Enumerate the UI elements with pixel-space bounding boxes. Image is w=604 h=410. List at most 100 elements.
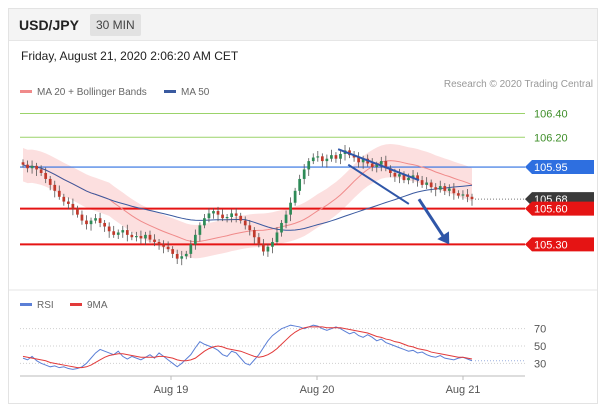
candle-body [330,155,333,159]
candle-body [125,230,129,235]
candle-body [289,202,292,215]
candle-body [293,190,297,203]
support-price-tag [525,201,594,216]
candle-body [307,161,311,170]
candle-body [193,234,197,245]
timestamp: Friday, August 21, 2020 2:06:20 AM CET [21,49,239,63]
candle-body [262,244,265,252]
candle-body [334,155,338,159]
candle-body [76,208,79,215]
x-axis-tick-label: Aug 21 [446,384,481,396]
rsi-tick-label: 30 [534,358,546,370]
candle-body [112,231,116,235]
candle-body [438,186,442,190]
candle-body [216,211,220,215]
support-level-label: 105.60 [534,204,568,216]
x-axis-tick-label: Aug 20 [300,384,335,396]
candle-body [379,161,383,165]
legend-ma9-label: 9MA [87,300,108,311]
candle-body [57,190,61,197]
candle-body [402,174,406,181]
candle-body [434,187,438,190]
candle-body [135,236,138,238]
candle-body [107,226,111,232]
candle-body [207,213,211,219]
candle-body [398,174,401,177]
rsi-9ma-line [22,326,473,369]
channel-lower-line [347,163,410,205]
candle-body [212,211,215,214]
candle-body [461,194,465,196]
ma20-swatch [20,89,32,93]
rsi-line [22,324,473,370]
symbol-title: USD/JPY [19,17,79,33]
candle-body [130,234,134,238]
candle-body [35,165,38,170]
candle-body [271,241,274,247]
candle-body [175,253,179,259]
candle-body [189,244,193,254]
channel-upper-line [337,148,420,182]
candle-body [198,225,202,235]
timeframe-badge[interactable]: 30 MIN [90,14,141,36]
ma50-line [22,164,473,231]
candle-body [180,256,184,259]
credit-text: Research © 2020 Trading Central [443,79,593,90]
candle-body [171,249,175,254]
candle-body [311,157,315,162]
candle-body [89,220,93,225]
candle-body [144,234,147,239]
candle-body [85,220,88,225]
candle-body [243,220,247,226]
candle-body [361,158,365,163]
candle-body [393,172,397,177]
candle-body [162,244,165,247]
candle-body [252,230,256,238]
candle-body [375,164,379,168]
candle-body [203,218,206,226]
candle-body [457,193,460,196]
candle-body [452,188,456,194]
candle-body [239,215,243,221]
legend-ma20-label: MA 20 + Bollinger Bands [37,87,147,98]
candle-body [30,165,34,169]
pivot-level-label: 105.95 [534,162,568,174]
candle-body [62,196,66,202]
candle-body [139,236,143,239]
legend-ma20-bollinger: MA 20 + Bollinger Bands [20,87,147,98]
target-level-label: 106.40 [534,109,568,121]
candle-body [320,156,324,162]
ma9-swatch [70,302,82,306]
candle-body [234,213,238,216]
candle-body [266,246,270,252]
candle-body [257,237,261,245]
candle-body [166,246,170,250]
candle-body [184,253,188,257]
candle-body [302,169,306,179]
candle-body [39,169,43,173]
candle-body [298,178,302,191]
candle-body [411,175,415,178]
candle-body [280,222,283,233]
support-level-label: 105.30 [534,239,568,251]
forecast-arrow-shaft [417,198,445,238]
candle-body [121,230,125,233]
candle-body [26,164,29,169]
x-axis-tick-label: Aug 19 [154,384,189,396]
candle-body [94,218,97,221]
candle-body [53,184,57,191]
candle-body [157,241,161,245]
candle-body [388,168,392,173]
legend-rsi: RSI [20,300,54,311]
candle-body [230,213,233,218]
candle-body [98,218,102,223]
legend-rsi-label: RSI [37,300,54,311]
candle-body [66,201,70,204]
support-price-tag [525,237,594,252]
candle-body [370,163,374,168]
candle-body [44,172,48,179]
candle-body [325,158,329,162]
candle-body [429,182,433,188]
candle-body [284,214,288,223]
